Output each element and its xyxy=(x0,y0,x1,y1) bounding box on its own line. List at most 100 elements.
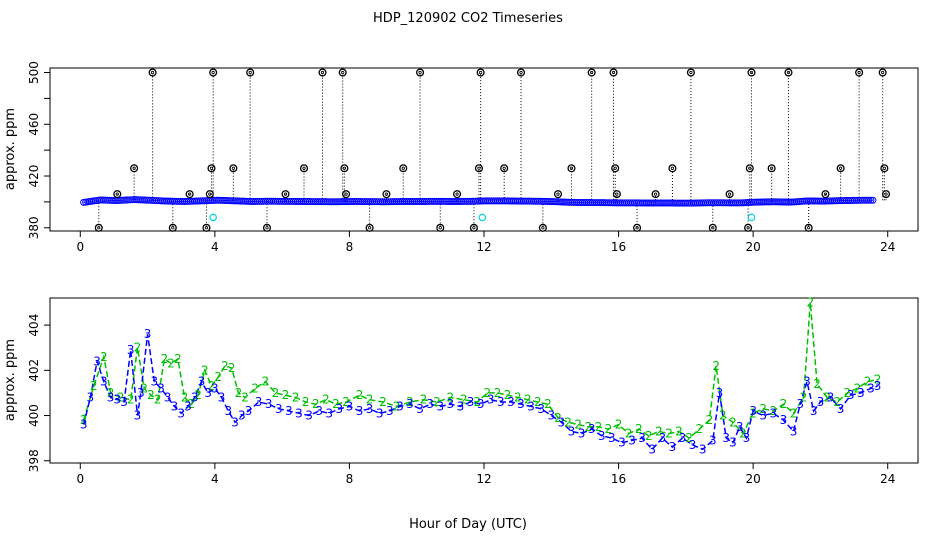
flag-point xyxy=(668,164,677,173)
series-3-marker: 3 xyxy=(231,415,239,429)
flag-point xyxy=(416,68,425,77)
series-3-marker: 3 xyxy=(238,409,246,423)
series-2-marker: 2 xyxy=(261,375,269,389)
flag-point xyxy=(209,68,218,77)
cyan-point xyxy=(747,213,756,222)
series-3-marker: 3 xyxy=(736,420,744,434)
series-2-marker: 2 xyxy=(420,393,428,407)
flag-point xyxy=(474,164,484,173)
flag-point-inner xyxy=(418,70,422,75)
series-2-marker: 2 xyxy=(181,390,189,404)
series-2-marker: 2 xyxy=(695,422,703,436)
flag-point-inner xyxy=(208,192,212,196)
flag-point xyxy=(130,164,139,173)
series-3-marker: 3 xyxy=(517,397,525,411)
flag-point xyxy=(567,164,576,173)
series-3-marker: 3 xyxy=(874,379,882,393)
flag-point-inner xyxy=(569,166,574,170)
blue-point xyxy=(869,196,877,204)
series-2-marker: 2 xyxy=(675,424,683,438)
flag-point-inner xyxy=(204,226,209,230)
series-3-marker: 3 xyxy=(87,390,95,404)
blue-point xyxy=(865,196,873,204)
flag-point-inner xyxy=(786,70,791,75)
series-2-marker: 2 xyxy=(473,395,481,409)
series-3-marker: 3 xyxy=(749,404,757,418)
flag-point-inner xyxy=(556,192,560,196)
series-3-marker: 3 xyxy=(120,395,128,409)
series-3-marker: 3 xyxy=(127,343,135,357)
series-3-marker: 3 xyxy=(780,413,788,427)
series-3-marker: 3 xyxy=(93,354,101,368)
series-3-marker: 3 xyxy=(796,397,804,411)
flag-point xyxy=(382,190,391,199)
series-2-marker: 2 xyxy=(504,388,512,402)
series-2-marker: 2 xyxy=(100,350,108,364)
x-axis-label: Hour of Day (UTC) xyxy=(409,517,527,532)
series-2-marker: 2 xyxy=(272,386,280,400)
series-2-marker: 2 xyxy=(302,395,310,409)
series-3-marker: 3 xyxy=(568,424,576,438)
bottom-series-lines xyxy=(82,302,878,451)
series-3-marker: 3 xyxy=(198,375,206,389)
cyan-point xyxy=(478,213,487,222)
y-tick-label: 460 xyxy=(27,113,41,136)
flag-point xyxy=(553,190,563,199)
series-3-marker: 3 xyxy=(436,399,444,413)
series-2-marker: 2 xyxy=(187,397,195,411)
x-tick-label: 4 xyxy=(211,472,219,486)
x-tick-label: 16 xyxy=(611,472,626,486)
flag-point-inner xyxy=(248,70,252,75)
top-blue-series xyxy=(80,196,877,207)
flag-point xyxy=(612,190,621,199)
x-tick-label: 20 xyxy=(746,472,761,486)
series-3-marker: 3 xyxy=(137,386,145,400)
series-3-marker: 3 xyxy=(224,404,232,418)
series-2-marker: 2 xyxy=(251,381,259,395)
series-3-marker: 3 xyxy=(803,375,811,389)
x-tick-label: 12 xyxy=(476,240,491,254)
top-panel: 0 4 8 12 16 20 24 380 420 460 500 approx. ppm xyxy=(3,61,919,254)
flag-point xyxy=(185,190,194,199)
series-2-marker: 2 xyxy=(460,393,468,407)
flag-point-inner xyxy=(438,226,442,230)
series-3-marker: 3 xyxy=(295,406,303,420)
bottom-plot-frame xyxy=(49,297,919,464)
series-3-marker: 3 xyxy=(100,375,108,389)
series-3-marker: 3 xyxy=(265,397,273,411)
flag-point xyxy=(476,68,485,77)
flag-point-inner xyxy=(748,166,752,170)
series-2-marker: 2 xyxy=(342,395,350,409)
chart-title: HDP_120902 CO2 Timeseries xyxy=(373,11,563,26)
y-tick-label: 500 xyxy=(27,61,41,84)
series-2-marker: 2 xyxy=(823,390,831,404)
series-3-marker: 3 xyxy=(810,404,818,418)
flag-point xyxy=(784,68,793,77)
series-3-marker: 3 xyxy=(305,409,313,423)
series-3-marker: 3 xyxy=(177,406,185,420)
flag-point-inner xyxy=(472,226,476,230)
series-3-marker: 3 xyxy=(426,397,434,411)
flag-point xyxy=(767,164,776,173)
series-3-marker: 3 xyxy=(184,399,192,413)
series-3-marker: 3 xyxy=(447,397,455,411)
flag-point xyxy=(500,164,509,173)
series-3-marker: 3 xyxy=(716,386,724,400)
flag-point-inner xyxy=(749,70,754,75)
top-plot-frame xyxy=(49,67,919,232)
y-tick-label: 398 xyxy=(27,449,41,472)
flag-point-inner xyxy=(455,192,459,196)
flag-point-inner xyxy=(746,226,750,230)
flag-point-inner xyxy=(341,70,345,75)
series-3-marker: 3 xyxy=(743,431,751,445)
flag-point-inner xyxy=(188,192,192,196)
flag-point xyxy=(205,190,214,199)
series-2-marker: 2 xyxy=(770,404,778,418)
flag-point xyxy=(611,164,620,173)
series-2-marker: 2 xyxy=(712,359,720,373)
series-3-marker: 3 xyxy=(669,440,677,454)
series-2-marker: 2 xyxy=(214,370,222,384)
flag-point-inner xyxy=(653,192,658,196)
x-tick-label: 8 xyxy=(346,472,354,486)
